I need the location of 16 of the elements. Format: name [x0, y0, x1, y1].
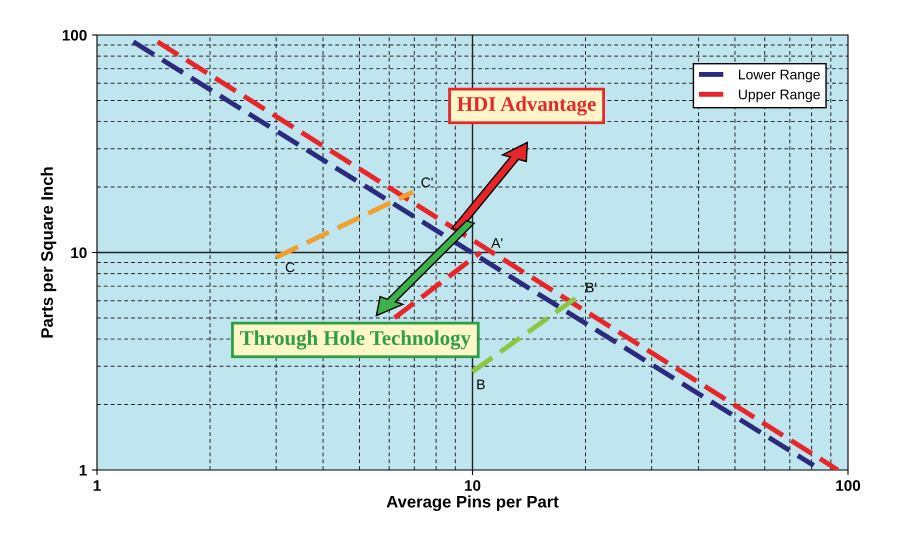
- x-tick-label: 10: [464, 480, 480, 491]
- annotation: C': [421, 177, 433, 188]
- annotation: HDI Advantage: [457, 96, 596, 116]
- annotation: Through Hole Technology: [240, 330, 471, 350]
- legend-label: Lower Range: [739, 70, 820, 82]
- y-tick-label: 10: [71, 247, 87, 258]
- x-axis-title: Average Pins per Part: [386, 495, 559, 511]
- x-tick-label: 100: [836, 480, 860, 491]
- annotation: A': [491, 238, 502, 248]
- legend-label: Upper Range: [738, 90, 820, 102]
- annotation: C: [286, 262, 295, 272]
- y-tick-label: 1: [80, 465, 87, 476]
- x-tick-label: 1: [94, 480, 101, 491]
- y-axis-title: Parts per Square Inch: [40, 167, 56, 338]
- y-tick-label: 100: [62, 30, 87, 41]
- annotation: B: [477, 380, 485, 390]
